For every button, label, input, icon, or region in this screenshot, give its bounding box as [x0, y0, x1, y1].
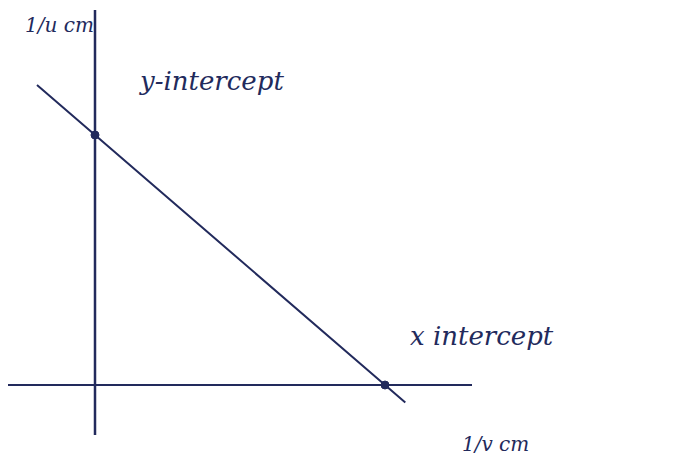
svg-text:y-intercept: y-intercept	[139, 66, 284, 96]
svg-text:x intercept: x intercept	[410, 321, 554, 351]
svg-text:1/v cm: 1/v cm	[462, 432, 529, 456]
svg-text:1/u cm: 1/u cm	[25, 13, 94, 37]
